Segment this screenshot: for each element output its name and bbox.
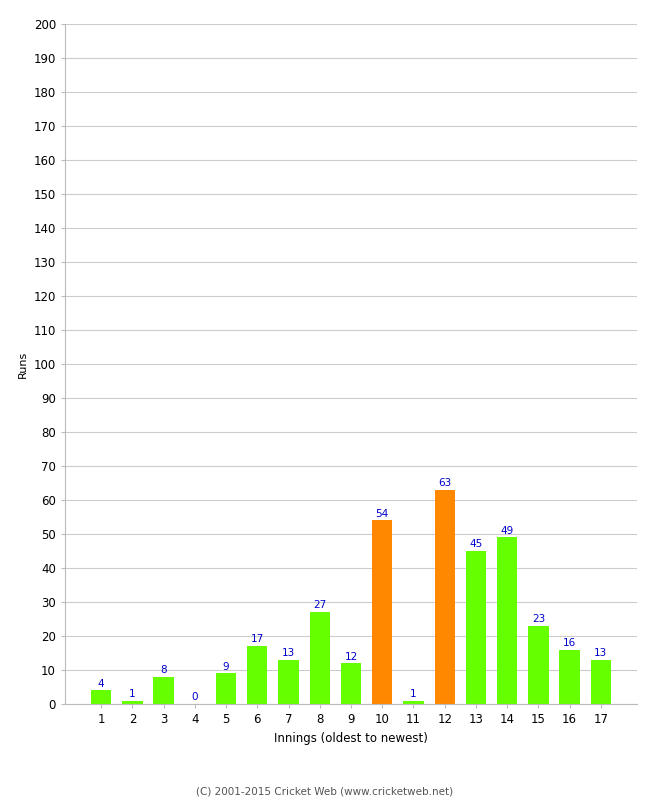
Bar [435, 490, 455, 704]
Text: (C) 2001-2015 Cricket Web (www.cricketweb.net): (C) 2001-2015 Cricket Web (www.cricketwe… [196, 786, 454, 796]
Bar [91, 690, 111, 704]
Text: 1: 1 [410, 689, 417, 699]
Text: 9: 9 [223, 662, 229, 672]
Y-axis label: Runs: Runs [18, 350, 28, 378]
Text: 12: 12 [344, 651, 358, 662]
Text: 0: 0 [192, 692, 198, 702]
Bar [247, 646, 267, 704]
Bar [216, 674, 236, 704]
X-axis label: Innings (oldest to newest): Innings (oldest to newest) [274, 731, 428, 745]
Bar [122, 701, 142, 704]
Bar [403, 701, 424, 704]
Text: 4: 4 [98, 678, 105, 689]
Text: 45: 45 [469, 539, 482, 550]
Text: 17: 17 [251, 634, 264, 645]
Bar [466, 551, 486, 704]
Bar [560, 650, 580, 704]
Bar [528, 626, 549, 704]
Text: 16: 16 [563, 638, 577, 648]
Bar [153, 677, 174, 704]
Text: 1: 1 [129, 689, 136, 699]
Bar [591, 660, 611, 704]
Bar [309, 612, 330, 704]
Bar [278, 660, 299, 704]
Text: 13: 13 [282, 648, 295, 658]
Text: 13: 13 [594, 648, 608, 658]
Bar [497, 538, 517, 704]
Text: 8: 8 [161, 665, 167, 675]
Bar [341, 663, 361, 704]
Text: 27: 27 [313, 601, 326, 610]
Bar [372, 520, 393, 704]
Text: 54: 54 [376, 509, 389, 518]
Text: 49: 49 [500, 526, 514, 536]
Text: 23: 23 [532, 614, 545, 624]
Text: 63: 63 [438, 478, 451, 488]
